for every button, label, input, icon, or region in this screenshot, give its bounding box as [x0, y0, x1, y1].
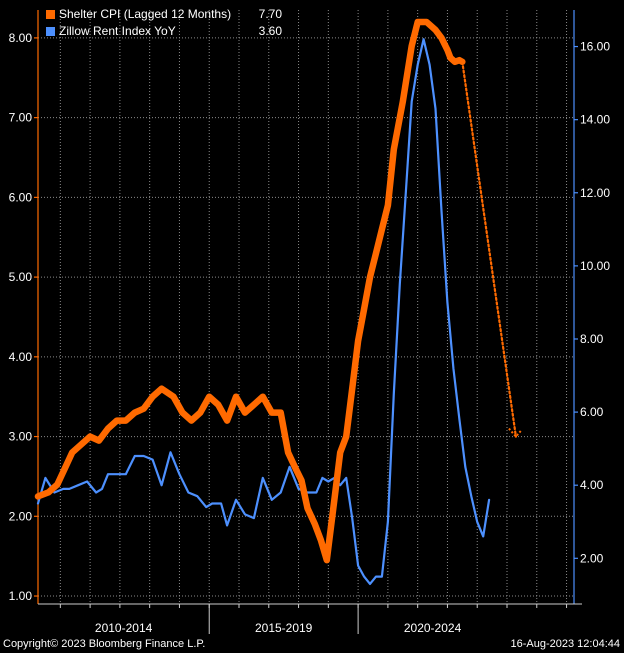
x-band-label: 2015-2019 — [255, 621, 313, 635]
left-tick-label: 3.00 — [9, 430, 33, 444]
right-tick-label: 10.00 — [580, 259, 610, 273]
projection-arrowhead — [508, 427, 523, 439]
right-tick-label: 16.00 — [580, 40, 610, 54]
left-tick-label: 5.00 — [9, 270, 33, 284]
left-tick-label: 1.00 — [9, 589, 33, 603]
left-tick-label: 7.00 — [9, 111, 33, 125]
tick-labels: 1.00 2.00 3.00 4.00 5.00 6.00 7.00 8.00 2.00 4.00… — [9, 31, 611, 635]
legend-value: 7.70 — [258, 7, 282, 21]
series-zillow-rent-line — [36, 38, 491, 586]
legend-item-zillow-rent: Zillow Rent Index YoY 3.60 — [46, 23, 282, 40]
legend-label: Zillow Rent Index YoY — [59, 24, 176, 38]
footer: Copyright© 2023 Bloomberg Finance L.P. 1… — [0, 637, 624, 653]
series-layer — [34, 18, 523, 586]
left-tick-label: 4.00 — [9, 350, 33, 364]
left-tick-label: 8.00 — [9, 31, 33, 45]
legend-item-shelter-cpi: Shelter CPI (Lagged 12 Months) 7.70 — [46, 6, 282, 23]
grid-lines — [38, 10, 574, 604]
right-tick-label: 8.00 — [580, 332, 604, 346]
series-shelter-cpi-projection-line — [461, 60, 518, 438]
left-tick-label: 2.00 — [9, 509, 33, 523]
right-tick-label: 12.00 — [580, 186, 610, 200]
axes — [34, 10, 582, 634]
legend-label: Shelter CPI (Lagged 12 Months) — [59, 7, 232, 21]
right-tick-label: 2.00 — [580, 551, 604, 565]
x-band-label: 2020-2024 — [404, 621, 462, 635]
x-band-label: 2010-2014 — [95, 621, 153, 635]
copyright-text: Copyright© 2023 Bloomberg Finance L.P. — [3, 638, 206, 650]
timestamp: 16-Aug-2023 12:04:44 — [510, 638, 620, 650]
legend-swatch — [46, 27, 55, 36]
right-tick-label: 14.00 — [580, 113, 610, 127]
right-tick-label: 6.00 — [580, 405, 604, 419]
right-tick-label: 4.00 — [580, 478, 604, 492]
left-tick-label: 6.00 — [9, 190, 33, 204]
legend-value: 3.60 — [258, 24, 282, 38]
legend-swatch — [46, 10, 55, 19]
legend: Shelter CPI (Lagged 12 Months) 7.70 Zill… — [46, 6, 282, 40]
series-shelter-cpi-line — [34, 18, 466, 564]
